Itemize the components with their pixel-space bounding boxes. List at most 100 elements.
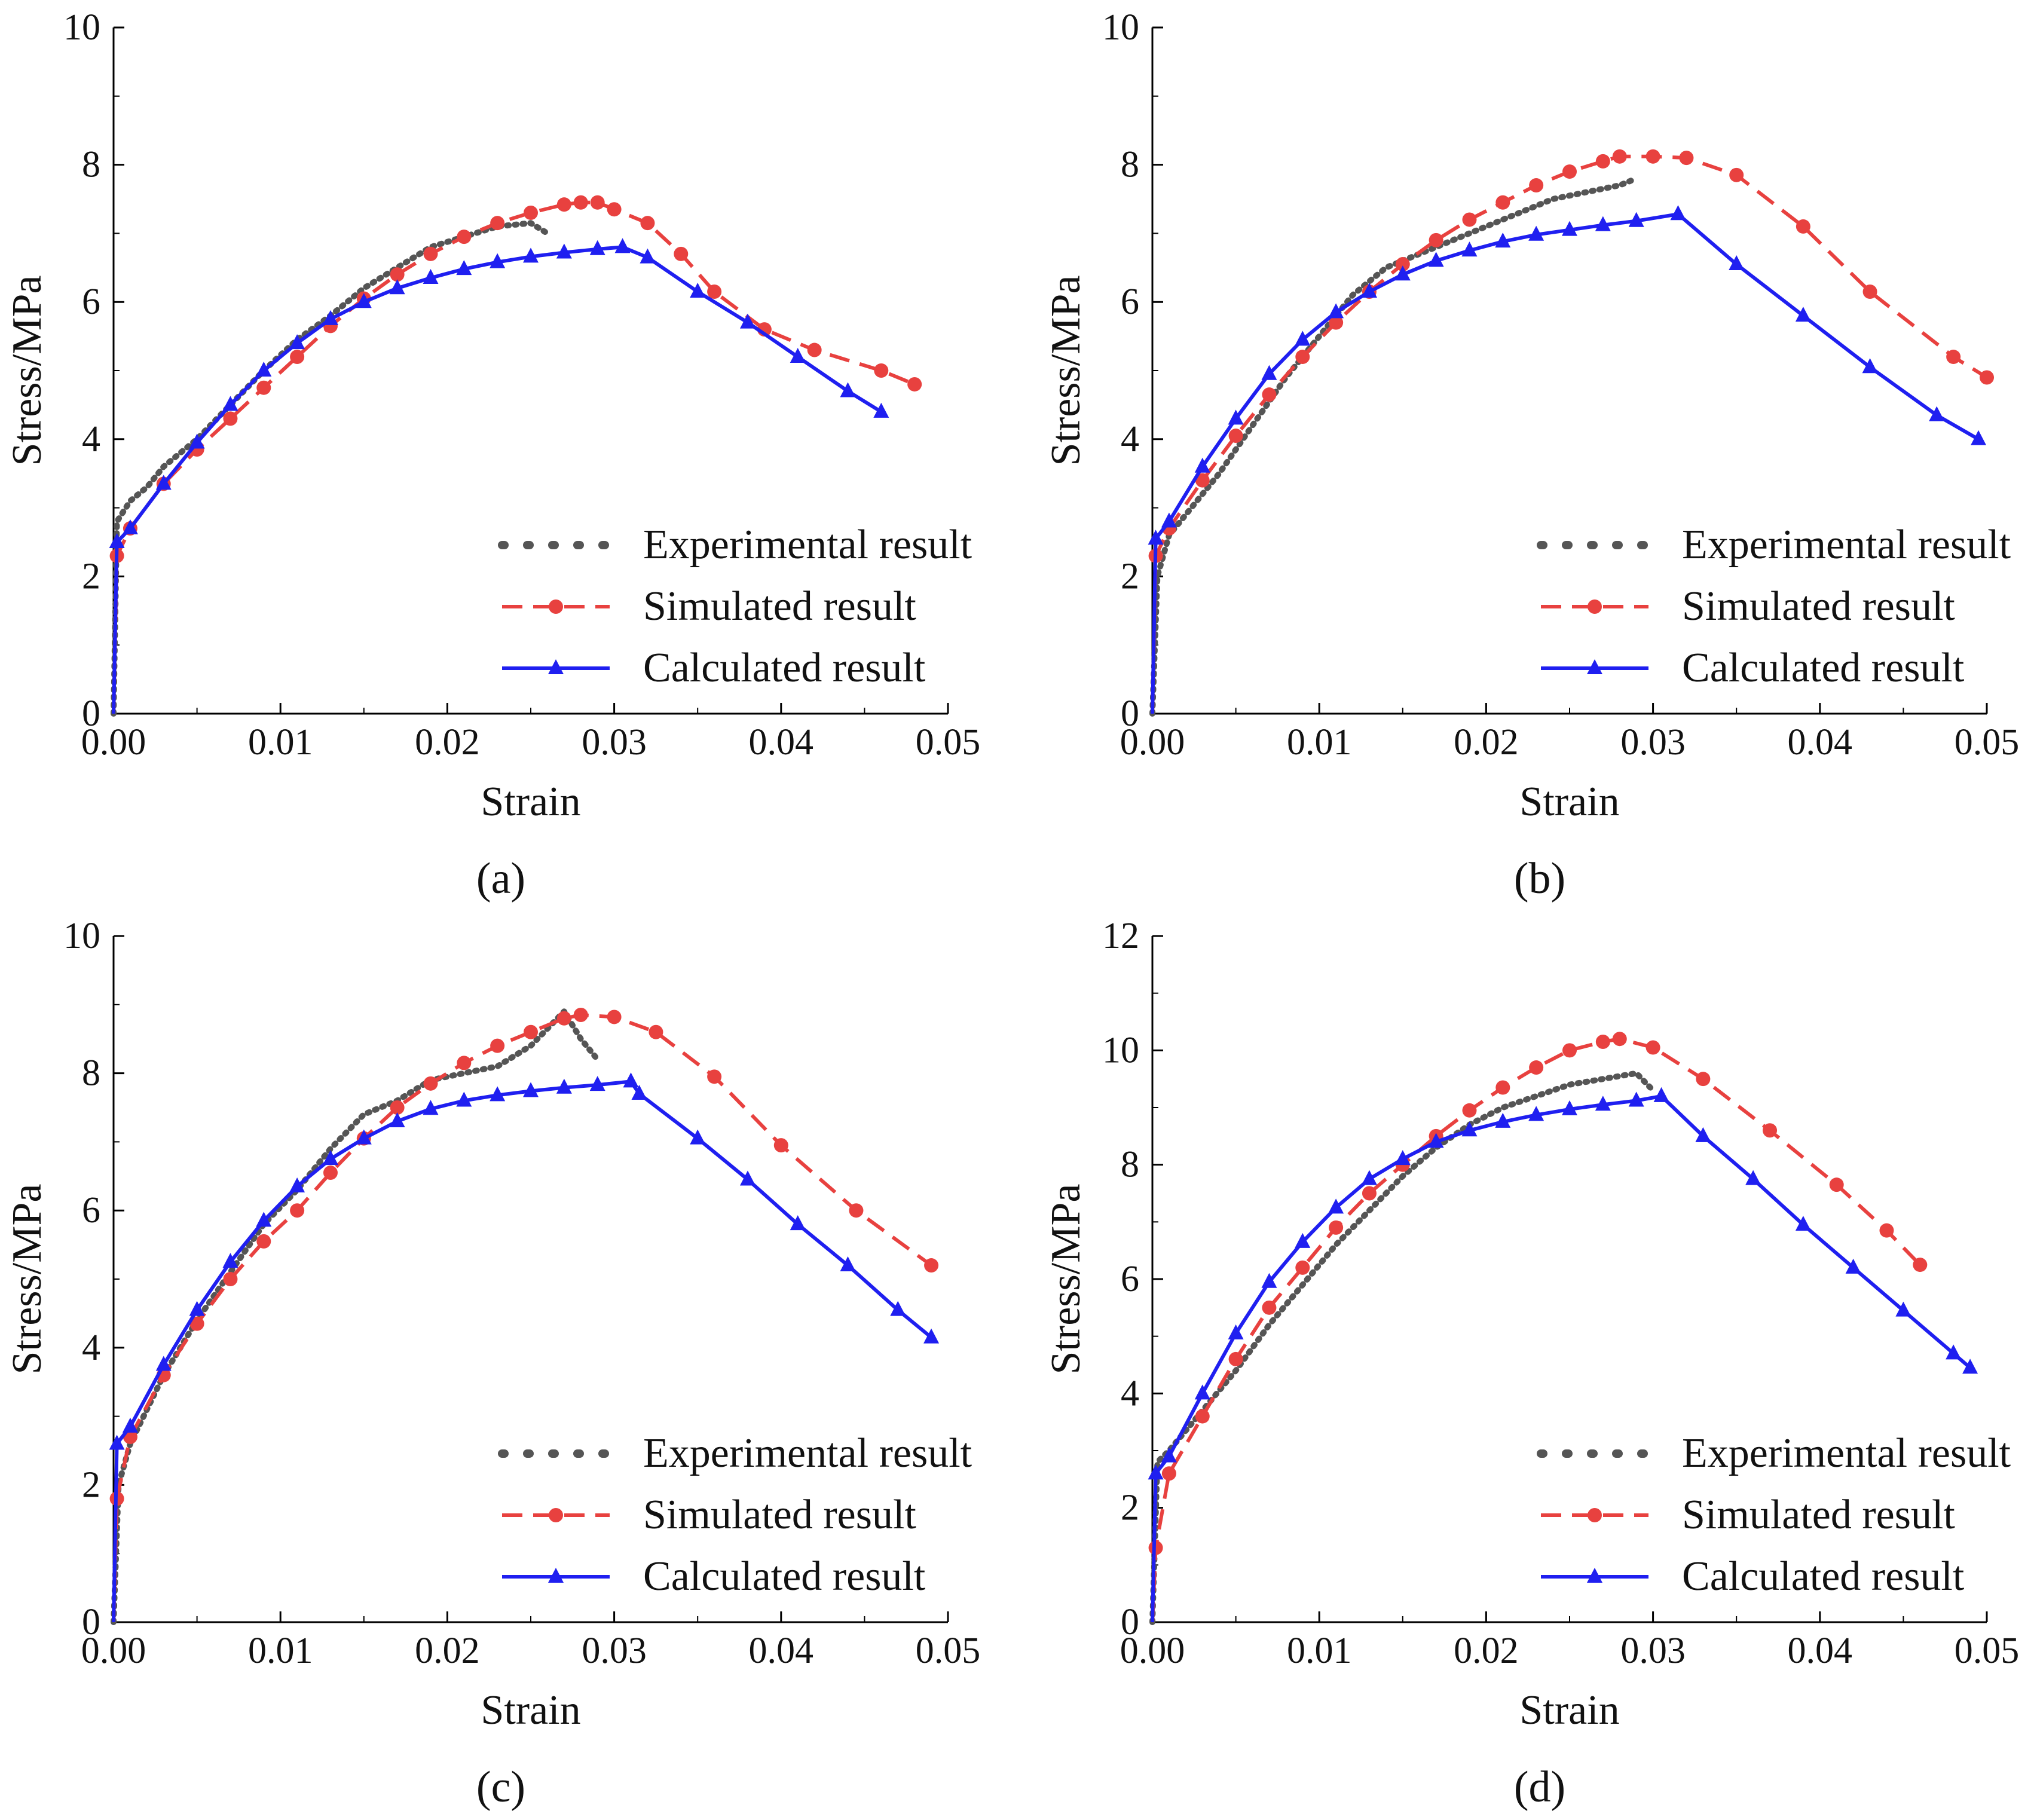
series-line-simulated — [1151, 154, 1988, 714]
data-point-simulated — [1862, 284, 1877, 299]
series-line-experimental — [111, 1008, 601, 1625]
data-point-simulated — [1612, 1032, 1627, 1047]
data-point-simulated — [573, 1008, 588, 1023]
legend-label-simulated: Simulated result — [643, 583, 916, 629]
data-point-calculated — [556, 1078, 572, 1094]
data-point-calculated — [322, 310, 338, 325]
data-point-simulated — [1612, 149, 1627, 164]
data-point-calculated — [523, 1082, 539, 1097]
x-tick-label: 0.02 — [1454, 1631, 1519, 1671]
legend-marker-calculated — [1587, 659, 1602, 674]
y-tick-label: 2 — [1121, 1488, 1139, 1528]
data-point-simulated — [649, 1024, 663, 1039]
data-point-calculated — [790, 348, 806, 363]
legend-marker-calculated — [548, 659, 564, 674]
x-tick-label: 0.01 — [1287, 1631, 1352, 1671]
data-point-simulated — [1729, 167, 1744, 182]
data-point-simulated — [1696, 1072, 1711, 1087]
data-point-calculated — [122, 1417, 138, 1433]
data-point-simulated — [607, 1010, 622, 1024]
data-point-calculated — [1461, 1121, 1478, 1137]
chart-d: 0 2 4 6 8 10 12 0.00 0.01 0.02 0.03 0.04 0.05 Strain S… — [1043, 916, 2019, 1812]
data-point-calculated — [189, 433, 205, 449]
y-tick-label: 8 — [82, 145, 100, 185]
y-tick-label: 4 — [82, 419, 100, 460]
data-point-calculated — [523, 247, 539, 263]
data-point-calculated — [289, 334, 305, 350]
data-point-simulated — [1329, 315, 1344, 330]
data-point-calculated — [456, 1091, 472, 1107]
data-point-simulated — [849, 1203, 864, 1218]
data-point-calculated — [840, 382, 856, 397]
data-point-calculated — [1628, 1091, 1644, 1107]
y-tick-label: 8 — [1121, 1145, 1139, 1185]
data-point-simulated — [1595, 1034, 1610, 1049]
y-tick-label: 4 — [1121, 1373, 1139, 1414]
data-point-simulated — [1829, 1177, 1844, 1192]
data-point-calculated — [490, 253, 506, 268]
data-point-calculated — [1161, 1447, 1177, 1463]
data-point-simulated — [524, 1024, 538, 1039]
legend-label-simulated: Simulated result — [1682, 583, 1955, 629]
data-point-simulated — [707, 1069, 722, 1084]
data-point-calculated — [322, 1150, 338, 1166]
y-tick-label: 12 — [1102, 916, 1139, 956]
data-point-calculated — [1562, 221, 1577, 236]
data-point-calculated — [739, 313, 756, 329]
data-point-simulated — [1462, 212, 1477, 227]
data-point-simulated — [1262, 1300, 1277, 1315]
data-point-calculated — [1795, 307, 1811, 322]
data-point-simulated — [924, 1258, 939, 1273]
data-point-simulated — [1161, 1466, 1176, 1481]
data-point-calculated — [356, 1129, 372, 1145]
legend-marker-simulated — [549, 599, 563, 614]
data-point-calculated — [122, 519, 138, 535]
x-tick-label: 0.00 — [1120, 1631, 1185, 1671]
data-point-simulated — [457, 230, 472, 244]
data-point-simulated — [1595, 154, 1610, 169]
data-point-calculated — [1161, 512, 1177, 528]
data-point-calculated — [690, 282, 706, 298]
y-tick-label: 0 — [82, 693, 100, 734]
data-point-calculated — [1946, 1344, 1962, 1360]
data-point-calculated — [1228, 409, 1244, 425]
x-axis-label: Strain — [1519, 1687, 1619, 1733]
data-point-calculated — [256, 1212, 272, 1227]
x-tick-label: 0.05 — [1955, 722, 2020, 763]
series-line-calculated — [112, 245, 882, 714]
y-tick-label: 8 — [82, 1053, 100, 1094]
data-point-calculated — [1495, 1112, 1511, 1128]
data-point-calculated — [690, 1129, 706, 1145]
data-point-simulated — [256, 380, 271, 395]
x-tick-label: 0.05 — [916, 722, 981, 763]
data-point-simulated — [1763, 1123, 1778, 1138]
x-tick-label: 0.03 — [582, 1631, 647, 1671]
data-point-calculated — [1261, 1273, 1277, 1288]
data-point-calculated — [1194, 457, 1210, 473]
data-point-simulated — [390, 1100, 405, 1115]
x-tick-label: 0.00 — [1120, 722, 1185, 763]
data-point-calculated — [189, 1301, 205, 1316]
data-point-simulated — [423, 246, 438, 261]
legend-label-calculated: Calculated result — [643, 1553, 926, 1599]
data-point-calculated — [1895, 1301, 1911, 1317]
data-point-calculated — [389, 279, 405, 295]
legend-marker-simulated — [1588, 1508, 1602, 1522]
chart-panel-c: 0 2 4 6 8 10 0.00 0.01 0.02 0.03 0.04 0.05 Strain Str… — [0, 909, 1018, 1817]
data-point-calculated — [356, 293, 372, 308]
data-point-calculated — [1862, 358, 1878, 374]
series-line-calculated — [1151, 1094, 1972, 1623]
chart-a: 0 2 4 6 8 10 0.00 0.01 0.02 0.03 0.04 0.05 Strain Str… — [4, 7, 981, 903]
data-point-calculated — [640, 248, 656, 264]
data-point-simulated — [1645, 149, 1660, 164]
y-axis-label: Stress/MPa — [1043, 1184, 1089, 1375]
y-tick-label: 6 — [82, 282, 100, 322]
data-point-simulated — [1562, 164, 1577, 179]
data-point-calculated — [1394, 1150, 1411, 1166]
data-point-simulated — [607, 202, 622, 217]
data-point-calculated — [1361, 282, 1377, 298]
x-axis-label: Strain — [1519, 779, 1619, 825]
data-point-calculated — [1295, 331, 1311, 346]
y-tick-label: 10 — [63, 916, 100, 956]
chart-panel-d: 0 2 4 6 8 10 12 0.00 0.01 0.02 0.03 0.04 0.05 Strain S… — [1039, 909, 2037, 1817]
